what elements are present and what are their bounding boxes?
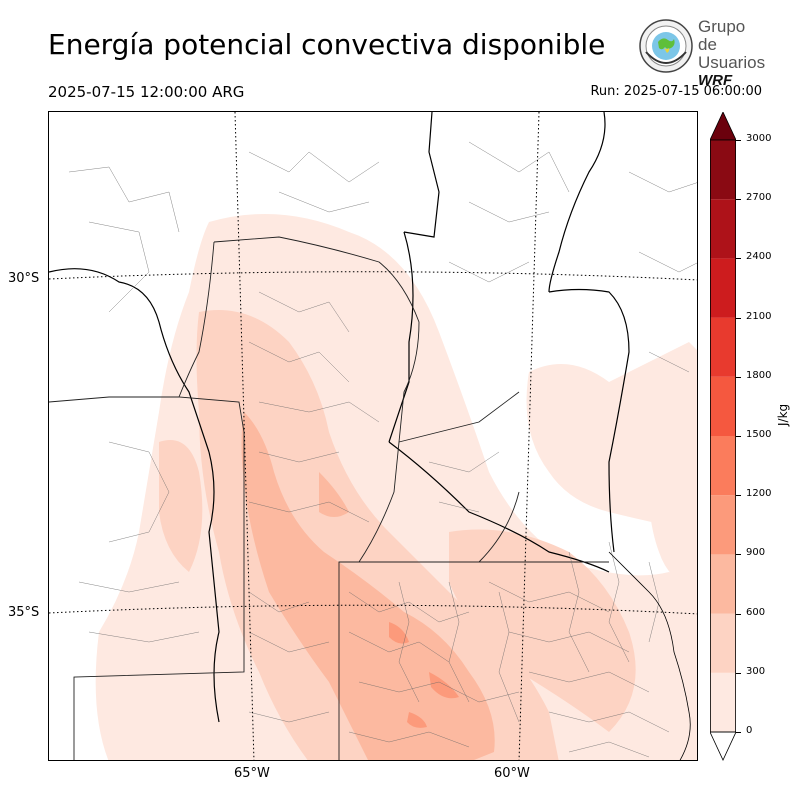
- logo-text: Grupo de Usuarios WRF: [698, 18, 768, 90]
- colorbar-bin-4: [710, 436, 736, 496]
- lon-label-60w: 60°W: [494, 766, 530, 781]
- colorbar-bin-6: [710, 317, 736, 377]
- cape-map: [48, 111, 698, 761]
- colorbar-tick-label: 600: [746, 606, 766, 618]
- colorbar-bin-3: [710, 495, 736, 555]
- lon-label-65w: 65°W: [234, 766, 270, 781]
- colorbar-tick-label: 1200: [746, 488, 772, 500]
- colorbar-tick-mark: [736, 199, 741, 201]
- colorbar-tick-mark: [736, 317, 741, 319]
- logo-line2: Usuarios: [698, 53, 766, 72]
- colorbar-bin-1: [710, 613, 736, 673]
- colorbar-tick-label: 1500: [746, 429, 772, 440]
- lat-label-35s: 35°S: [8, 605, 40, 620]
- colorbar-tick-label: 1800: [746, 369, 772, 381]
- colorbar-unit: J/kg: [776, 403, 790, 426]
- colorbar-bin-8: [710, 199, 736, 259]
- colorbar-tick-label: 900: [746, 547, 766, 559]
- department-borders: [68, 141, 697, 758]
- colorbar-tick-label: 300: [746, 665, 766, 677]
- wrf-users-group-logo: Grupo de Usuarios WRF: [638, 18, 768, 89]
- colorbar-tick-mark: [736, 495, 741, 497]
- province-borders: [49, 236, 609, 760]
- globe-seal-icon: [639, 19, 693, 73]
- colorbar-tick-mark: [736, 258, 741, 260]
- colorbar-bin-5: [710, 376, 736, 436]
- colorbar-tick-label: 2400: [746, 251, 772, 263]
- colorbar: [710, 112, 736, 761]
- logo-line3: WRF: [698, 72, 733, 89]
- colorbar-tick-mark: [736, 140, 741, 141]
- cape-fill-900-1200: [389, 622, 459, 728]
- colorbar-bin-2: [710, 554, 736, 614]
- colorbar-bin-7: [710, 258, 736, 318]
- colorbar-extend-min: [710, 731, 736, 761]
- colorbar-bin-9: [710, 140, 736, 200]
- lat-label-30s: 30°S: [8, 271, 40, 286]
- colorbar-tick-mark: [736, 613, 741, 615]
- map-title: Energía potencial convectiva disponible: [48, 28, 606, 61]
- colorbar-tick-label: 2700: [746, 192, 772, 204]
- colorbar-tick-mark: [736, 732, 741, 733]
- colorbar-tick-label: 0: [746, 725, 753, 736]
- cape-fill-300-600: [159, 310, 636, 760]
- colorbar-tick-mark: [736, 436, 741, 437]
- logo-line1: Grupo de: [698, 17, 746, 54]
- colorbar-outline: [710, 139, 736, 733]
- colorbar-tick-mark: [736, 376, 741, 378]
- map-canvas: [49, 112, 697, 760]
- colorbar-tick-mark: [736, 672, 741, 674]
- colorbar-tick-label: 3000: [746, 133, 772, 144]
- colorbar-tick-mark: [736, 554, 741, 556]
- graticule: [49, 112, 697, 760]
- colorbar-bin-0: [710, 672, 736, 732]
- coastline: [608, 551, 691, 760]
- cape-fill-600-900: [241, 412, 495, 760]
- colorbar-extend-max: [710, 112, 736, 141]
- colorbar-tick-label: 2100: [746, 310, 772, 322]
- run-time: Run: 2025-07-15 06:00:00: [590, 84, 762, 99]
- valid-time: 2025-07-15 12:00:00 ARG: [48, 83, 245, 101]
